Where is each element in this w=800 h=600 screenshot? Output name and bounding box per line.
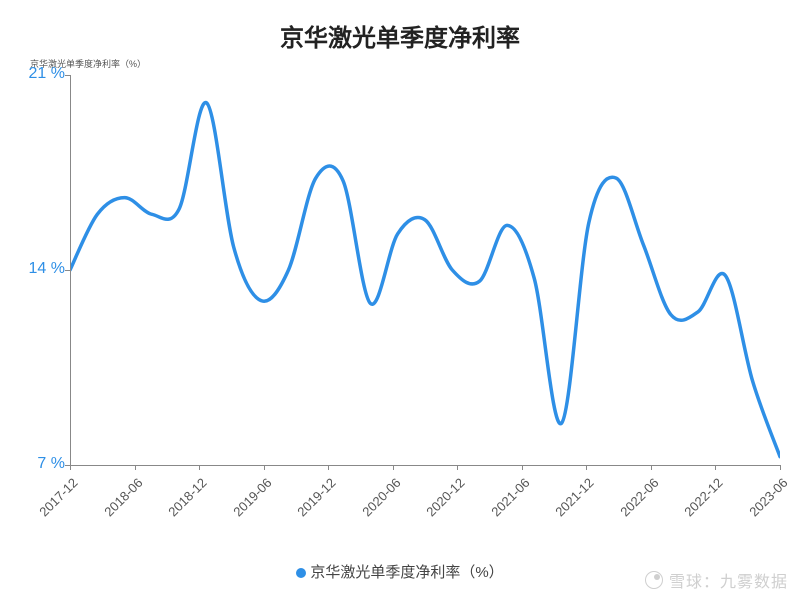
- axis-line: [199, 465, 200, 470]
- watermark: 雪球：九雾数据: [645, 568, 788, 592]
- axis-line: [135, 465, 136, 470]
- x-tick-label: 2019-12: [272, 475, 339, 542]
- x-tick-label: 2021-12: [530, 475, 597, 542]
- plot-area: [70, 75, 780, 465]
- chart-title: 京华激光单季度净利率: [0, 18, 800, 53]
- series-line: [70, 103, 780, 457]
- y-tick-label: 21 %: [15, 65, 65, 83]
- axis-line: [457, 465, 458, 470]
- x-tick-label: 2018-12: [143, 475, 210, 542]
- x-tick-label: 2020-06: [336, 475, 403, 542]
- y-tick-label: 14 %: [15, 260, 65, 278]
- x-tick-label: 2018-06: [78, 475, 145, 542]
- axis-line: [264, 465, 265, 470]
- legend-marker-icon: [296, 568, 306, 578]
- legend-label: 京华激光单季度净利率（%）: [310, 564, 503, 581]
- watermark-logo-icon: [645, 571, 663, 589]
- axis-line: [328, 465, 329, 470]
- x-tick-label: 2019-06: [207, 475, 274, 542]
- x-tick-label: 2022-12: [659, 475, 726, 542]
- axis-line: [65, 75, 70, 76]
- axis-line: [70, 465, 71, 470]
- axis-line: [65, 270, 70, 271]
- axis-line: [780, 465, 781, 470]
- x-tick-label: 2022-06: [594, 475, 661, 542]
- x-tick-label: 2023-06: [723, 475, 790, 542]
- chart-svg: [70, 75, 780, 465]
- axis-line: [70, 465, 780, 466]
- axis-line: [586, 465, 587, 470]
- chart-container: 京华激光单季度净利率 京华激光单季度净利率（%） 京华激光单季度净利率（%） 雪…: [0, 0, 800, 600]
- watermark-text: 雪球：九雾数据: [669, 568, 788, 592]
- x-tick-label: 2017-12: [13, 475, 80, 542]
- axis-line: [70, 75, 71, 465]
- x-tick-label: 2021-06: [465, 475, 532, 542]
- y-tick-label: 7 %: [15, 455, 65, 473]
- axis-line: [393, 465, 394, 470]
- x-tick-label: 2020-12: [401, 475, 468, 542]
- axis-line: [651, 465, 652, 470]
- axis-line: [715, 465, 716, 470]
- axis-line: [522, 465, 523, 470]
